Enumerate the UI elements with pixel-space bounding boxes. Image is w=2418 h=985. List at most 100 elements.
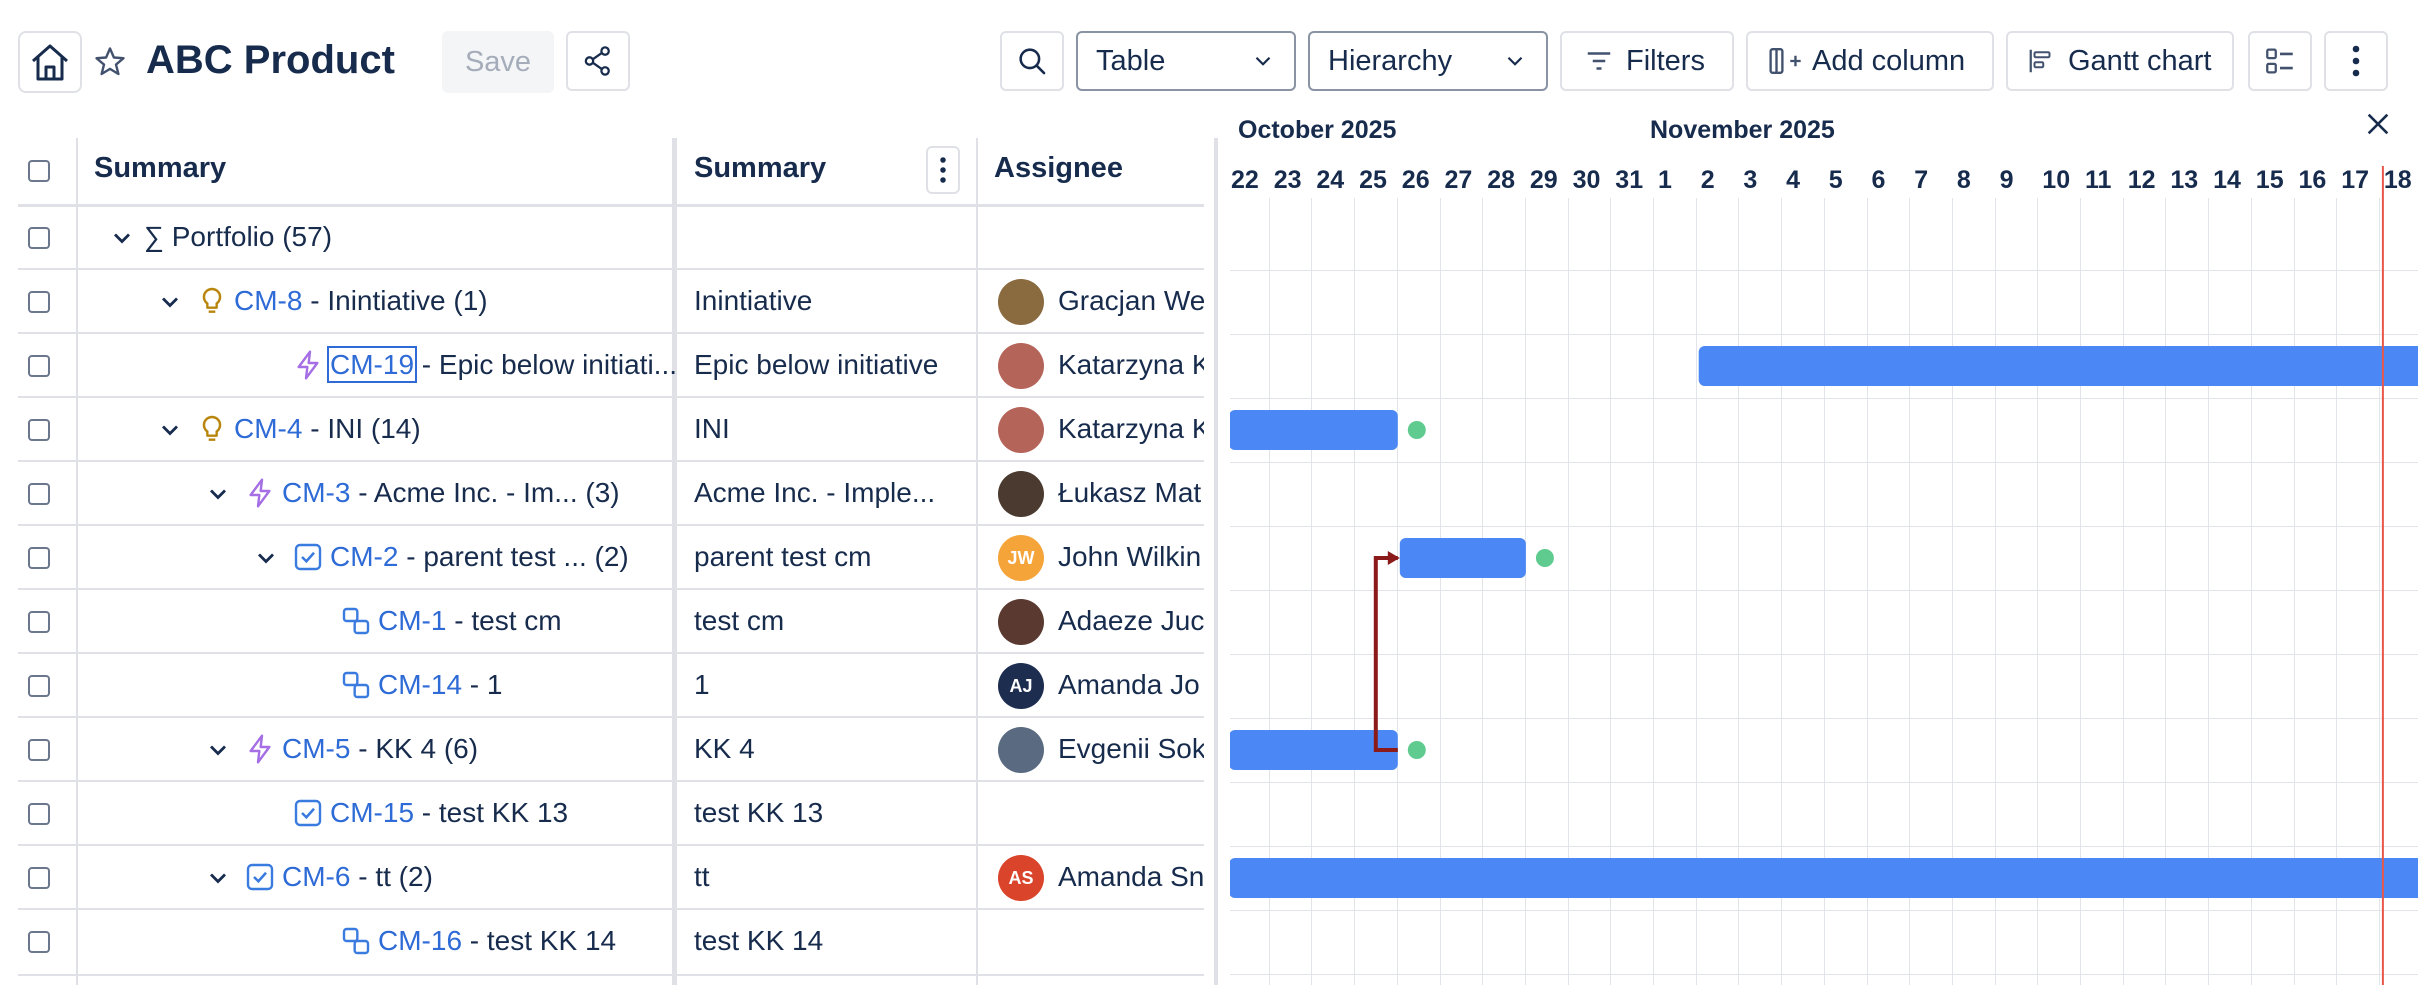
gantt-chart: October 2025 November 2025 22 23 24 25 26 27 2…	[1230, 100, 2418, 985]
gantt-bar[interactable]	[1230, 410, 1398, 450]
day-label: 10	[2042, 166, 2071, 194]
grouping-select[interactable]: Hierarchy	[1308, 31, 1548, 91]
gantt-bar[interactable]	[1230, 730, 1398, 770]
assignee-column: Gracjan Wek Katarzyna K Katarzyna K Łukasz …	[976, 190, 1204, 985]
summary-field-cell[interactable]: parent test cm	[694, 541, 872, 572]
column-header-assignee[interactable]: Assignee	[994, 152, 1123, 184]
issue-key-link[interactable]: CM-19	[326, 346, 418, 383]
gantt-bar[interactable]	[1230, 858, 2418, 898]
summary-field-cell[interactable]: KK 4	[694, 733, 755, 764]
row-checkbox[interactable]	[28, 483, 50, 505]
row-checkbox[interactable]	[28, 419, 50, 441]
chevron-down-icon[interactable]	[252, 544, 280, 572]
chevron-down-icon[interactable]	[156, 416, 184, 444]
table-gantt-splitter[interactable]	[1214, 138, 1218, 985]
assignee-name[interactable]: Gracjan Wek	[1058, 285, 1204, 316]
chevron-down-icon[interactable]	[108, 224, 136, 252]
milestone-dot[interactable]	[1535, 549, 1554, 567]
column-header-summary[interactable]: Summary	[94, 152, 227, 184]
issue-key-link[interactable]: CM-6	[282, 861, 351, 892]
summary-field-cell[interactable]: 1	[694, 669, 710, 700]
assignee-name[interactable]: Adaeze Juc	[1058, 605, 1204, 636]
day-label: 18	[2383, 166, 2412, 194]
home-button[interactable]	[18, 31, 82, 93]
gantt-row-line	[1230, 718, 2418, 719]
issue-key-link[interactable]: CM-5	[282, 733, 351, 764]
search-button[interactable]	[1000, 31, 1064, 91]
assignee-name[interactable]: Evgenii Sok	[1058, 733, 1204, 764]
view-select[interactable]: Table	[1076, 31, 1296, 91]
row-checkbox[interactable]	[28, 547, 50, 569]
issue-title: - KK 4 (6)	[350, 733, 479, 764]
column-menu-button[interactable]	[926, 146, 960, 194]
issue-title: - 1	[462, 669, 503, 700]
issue-key-link[interactable]: CM-14	[378, 669, 463, 700]
row-checkbox[interactable]	[28, 931, 50, 953]
assignee-name[interactable]: Katarzyna K	[1058, 413, 1204, 444]
row-checkbox[interactable]	[28, 291, 50, 313]
gantt-bar[interactable]	[1399, 538, 1526, 578]
column-divider	[76, 138, 78, 985]
issue-key-link[interactable]: CM-2	[330, 541, 399, 572]
issue-key-link[interactable]: CM-15	[330, 797, 415, 828]
gantt-overlay	[1230, 166, 2418, 985]
row-divider	[18, 396, 1204, 398]
gantt-row-line	[1230, 654, 2418, 655]
save-button[interactable]: Save	[442, 31, 554, 93]
column-header-summary-2[interactable]: Summary	[694, 152, 827, 184]
issue-key-link[interactable]: CM-8	[234, 285, 303, 316]
more-actions-button[interactable]	[2324, 31, 2388, 91]
assignee-name[interactable]: Amanda Sn	[1058, 861, 1204, 892]
chevron-down-icon[interactable]	[204, 480, 232, 508]
view-options-button[interactable]	[2248, 31, 2312, 91]
close-icon[interactable]	[2364, 110, 2392, 138]
summary-field-cell[interactable]: Acme Inc. - Imple...	[694, 477, 936, 508]
star-icon[interactable]	[92, 44, 128, 80]
filters-button[interactable]: Filters	[1560, 31, 1734, 91]
issue-title: - tt (2)	[350, 861, 433, 892]
row-checkbox[interactable]	[28, 611, 50, 633]
row-checkbox[interactable]	[28, 739, 50, 761]
milestone-dot[interactable]	[1407, 421, 1426, 439]
summary-field-cell[interactable]: test cm	[694, 605, 785, 636]
dependency-line[interactable]	[1373, 556, 1398, 752]
summary-field-cell[interactable]: Epic below initiative	[694, 349, 939, 380]
summary-field-cell[interactable]: Inintiative	[694, 285, 813, 316]
share-button[interactable]	[566, 31, 630, 91]
filters-label: Filters	[1626, 44, 1705, 77]
row-checkbox[interactable]	[28, 675, 50, 697]
issue-key-link[interactable]: CM-16	[378, 925, 463, 956]
chevron-down-icon[interactable]	[156, 288, 184, 316]
chevron-down-icon[interactable]	[204, 736, 232, 764]
row-checkbox[interactable]	[28, 355, 50, 377]
summary-field-cell[interactable]: test KK 14	[694, 925, 824, 956]
select-all-checkbox[interactable]	[28, 160, 50, 182]
column-divider[interactable]	[672, 138, 677, 985]
task-icon	[292, 541, 324, 573]
assignee-name[interactable]: John Wilkin	[1058, 541, 1202, 572]
summary-field-cell[interactable]: INI	[694, 413, 730, 444]
row-checkbox[interactable]	[28, 867, 50, 889]
summary-field-cell[interactable]: tt	[694, 861, 710, 892]
assignee-name[interactable]: Łukasz Mat	[1058, 477, 1202, 508]
day-label: 31	[1615, 166, 1644, 194]
issue-key-link[interactable]: CM-1	[378, 605, 447, 636]
add-column-button[interactable]: Add column	[1746, 31, 1994, 91]
day-gridline	[1567, 198, 1569, 985]
row-checkbox[interactable]	[28, 803, 50, 825]
day-label: 27	[1444, 166, 1473, 194]
summary-field-cell[interactable]: test KK 13	[694, 797, 824, 828]
chevron-down-icon	[1255, 56, 1271, 66]
milestone-dot[interactable]	[1407, 741, 1426, 759]
row-divider	[18, 652, 1204, 654]
chevron-down-icon[interactable]	[204, 864, 232, 892]
gantt-chart-button[interactable]: Gantt chart	[2006, 31, 2234, 91]
assignee-name[interactable]: Katarzyna K	[1058, 349, 1204, 380]
assignee-name[interactable]: Amanda Jo	[1058, 669, 1200, 700]
gantt-row-line	[1230, 270, 2418, 271]
row-checkbox[interactable]	[28, 227, 50, 249]
issue-key-link[interactable]: CM-4	[234, 413, 303, 444]
issue-key-link[interactable]: CM-3	[282, 477, 351, 508]
page-title: ABC Product	[146, 38, 395, 82]
gantt-bar[interactable]	[1698, 346, 2418, 386]
